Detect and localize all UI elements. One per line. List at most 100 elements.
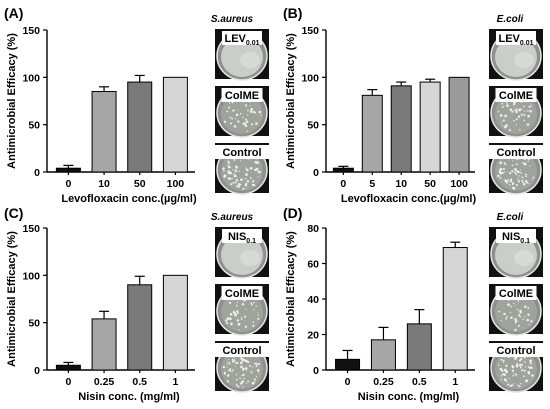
colony-dot xyxy=(255,362,258,366)
dish-agar xyxy=(495,94,537,134)
colony-dot xyxy=(519,358,523,361)
bar xyxy=(390,85,412,173)
bar xyxy=(442,247,468,371)
colony-dot xyxy=(245,382,248,384)
colony-dot xyxy=(518,175,520,177)
colony-dot xyxy=(247,380,250,383)
colony-dot xyxy=(513,383,515,385)
colony-dot xyxy=(528,366,531,369)
colony-dot xyxy=(521,363,524,366)
colony-dot xyxy=(240,178,243,181)
species-label: S.aureus xyxy=(211,14,254,25)
bar xyxy=(162,76,188,173)
colony-dot xyxy=(228,361,231,364)
colony-dot xyxy=(240,317,243,320)
bar xyxy=(419,81,441,173)
colony-dot xyxy=(225,319,228,322)
colony-dot xyxy=(235,373,238,376)
colony-dot xyxy=(226,374,230,377)
panel-b: (B) 0 50 100 150 Antimicrobial Efficacy (%) 0 5… xyxy=(283,5,544,205)
colony-dot xyxy=(239,377,241,379)
y-tick-label: 100 xyxy=(22,270,40,282)
colony-dot xyxy=(244,315,247,318)
colony-dot xyxy=(251,371,253,374)
panel-label: (B) xyxy=(283,5,302,21)
colony-dot xyxy=(515,118,518,121)
colony-dot xyxy=(514,322,516,324)
colony-dot xyxy=(511,384,514,387)
colony-dot xyxy=(252,179,255,183)
colony-dot xyxy=(506,104,509,107)
colony-dot xyxy=(239,113,242,115)
colony-dot xyxy=(528,183,530,185)
petri-dish-photo: ColME xyxy=(215,284,269,336)
colony-dot xyxy=(519,311,522,314)
colony-dot xyxy=(521,179,524,182)
colony-dot xyxy=(245,187,247,189)
colony-dot xyxy=(245,370,248,372)
colony-dot xyxy=(256,369,260,372)
colony-dot xyxy=(520,176,522,178)
colony-dot xyxy=(254,378,256,380)
colony-dot xyxy=(233,311,237,315)
colony-dot xyxy=(247,114,249,116)
colony-dot xyxy=(250,104,252,107)
bar xyxy=(406,323,432,371)
colony-dot xyxy=(499,171,502,175)
colony-dot xyxy=(500,320,503,322)
dish-label: Control xyxy=(222,147,261,159)
colony-dot xyxy=(245,173,248,176)
colony-dot xyxy=(252,321,255,324)
dish-label-box xyxy=(495,88,537,102)
colony-dot xyxy=(235,179,239,182)
colony-dot xyxy=(505,317,508,320)
colony-dot xyxy=(234,181,237,184)
colony-dot xyxy=(242,367,245,371)
colony-dot xyxy=(509,172,512,175)
colony-dot xyxy=(529,110,532,113)
colony-dot xyxy=(244,359,248,363)
colony-dot xyxy=(229,102,231,104)
colony-dot xyxy=(513,373,515,375)
species-label: E.coli xyxy=(497,14,524,25)
colony-dot xyxy=(232,181,235,184)
dish-agar xyxy=(221,292,263,332)
dish-label-subscript: 0.01 xyxy=(520,40,534,47)
colony-dot xyxy=(515,110,518,113)
colony-dot xyxy=(240,316,242,318)
colony-dot xyxy=(527,307,530,309)
x-axis-title: Nisin conc. (mg/ml) xyxy=(78,391,180,403)
colony-dot xyxy=(517,178,519,180)
dish-label-main: ColME xyxy=(225,288,259,300)
petri-dish-photo: NIS0.1 xyxy=(215,227,269,279)
x-tick-label: 10 xyxy=(98,178,110,190)
x-axis-title: Levofloxacin conc.(µg/ml) xyxy=(341,193,477,205)
colony-dot xyxy=(513,109,516,112)
colony-dot xyxy=(516,163,518,165)
colony-dot xyxy=(515,173,518,176)
panel-a: (A) 0 50 100 150 Antimicrobial Efficacy (%) 0 1… xyxy=(4,5,270,205)
colony-dot xyxy=(227,164,230,166)
colony-dot xyxy=(520,113,523,116)
colony-dot xyxy=(502,168,505,170)
colony-dot xyxy=(237,182,241,186)
colony-dot xyxy=(523,105,525,108)
y-tick-label: 0 xyxy=(34,167,40,179)
dish-label-main: Control xyxy=(222,345,261,357)
colony-dot xyxy=(240,365,243,369)
colony-dot xyxy=(251,123,254,126)
colony-dot xyxy=(249,177,252,179)
colony-dot xyxy=(499,367,503,371)
y-axis-title: Antimicrobial Efficacy (%) xyxy=(285,33,297,169)
colony-dot xyxy=(525,173,527,176)
y-axis-title: Antimicrobial Efficacy (%) xyxy=(285,231,297,367)
colony-dot xyxy=(507,179,510,181)
colony-dot xyxy=(234,362,237,364)
colony-dot xyxy=(237,120,240,123)
colony-dot xyxy=(514,320,518,323)
dish-label: Control xyxy=(222,345,261,357)
colony-dot xyxy=(505,124,508,127)
colony-dot xyxy=(223,371,226,375)
y-tick-label: 40 xyxy=(307,294,319,306)
colony-dot xyxy=(531,178,534,180)
